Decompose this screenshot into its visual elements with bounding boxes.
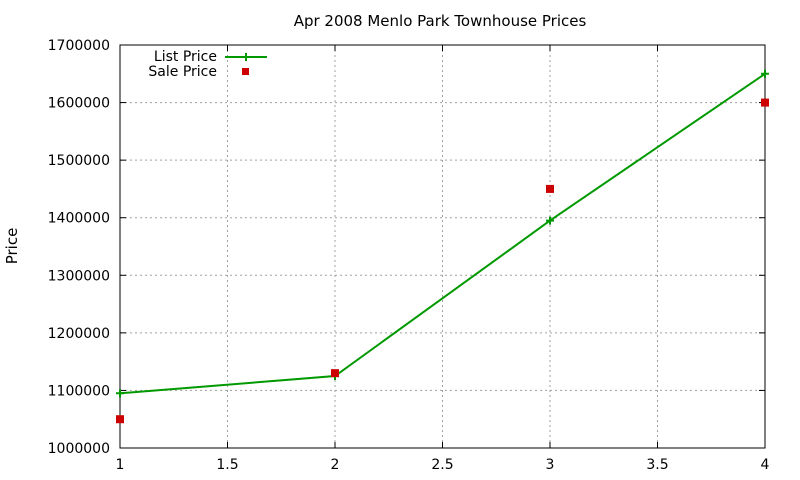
legend-label-list-price: List Price	[154, 49, 217, 65]
x-tick-label: 4	[761, 457, 770, 473]
y-tick-label: 1200000	[48, 326, 110, 342]
sale-price-point	[116, 415, 124, 424]
list-price-line	[119, 72, 766, 395]
legend-marker-sale-price	[242, 68, 249, 75]
chart-title: Apr 2008 Menlo Park Townhouse Prices	[294, 12, 587, 30]
y-tick-label: 1000000	[48, 441, 110, 457]
series-layer	[116, 69, 769, 424]
list-price-point	[116, 389, 124, 398]
sale-price-point	[331, 369, 339, 378]
x-tick-label: 1	[116, 457, 125, 473]
legend-label-sale-price: Sale Price	[148, 64, 217, 80]
y-tick-label: 1600000	[48, 96, 110, 112]
list-price-point	[546, 216, 554, 225]
x-tick-label: 1.5	[216, 457, 238, 473]
x-tick-label: 3.5	[646, 457, 668, 473]
y-tick-label: 1100000	[48, 383, 110, 399]
legend: List Price Sale Price	[148, 49, 267, 80]
axis-ticks: 1 1.5 2 2.5 3 3.5 4 1000000 1100000 1200000 130000…	[48, 38, 770, 473]
y-tick-label: 1400000	[48, 211, 110, 227]
x-tick-label: 2	[331, 457, 340, 473]
legend-marker-list-price	[242, 53, 250, 61]
x-tick-label: 2.5	[431, 457, 453, 473]
sale-price-point	[761, 98, 769, 107]
y-axis-label: Price	[3, 228, 21, 265]
list-price-point	[761, 69, 769, 78]
sale-price-point	[546, 184, 554, 193]
y-tick-label: 1700000	[48, 38, 110, 54]
y-tick-label: 1300000	[48, 268, 110, 284]
y-tick-label: 1500000	[48, 153, 110, 169]
gridlines	[120, 45, 765, 448]
x-tick-label: 3	[546, 457, 555, 473]
